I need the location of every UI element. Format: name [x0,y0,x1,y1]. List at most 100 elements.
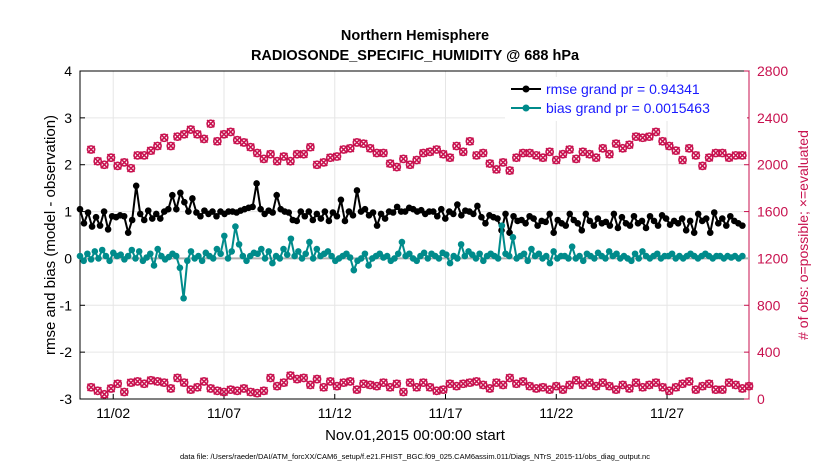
obs-possible-point [399,387,408,397]
rmse-point [249,203,256,211]
bias-point [254,250,261,258]
bias-point [298,255,306,262]
obs-possible-point [498,157,508,167]
obs-possible-point [598,143,608,153]
y-right-tick-label: 1200 [757,250,788,266]
bias-point [239,252,247,260]
rmse-point [606,222,614,229]
obs-evaluated-point [279,152,288,161]
rmse-point [706,229,714,236]
obs-evaluated-point [658,383,667,392]
rmse-point [124,229,132,236]
bias-point [87,256,95,263]
obs-possible-point [345,377,355,386]
obs-evaluated-point [678,379,687,388]
rmse-point [482,219,489,227]
bias-point [568,243,576,251]
rmse-point [92,213,100,221]
obs-possible-point [418,378,428,387]
bias-point [424,255,432,262]
bias-point [80,257,88,265]
obs-evaluated-point [213,137,222,146]
bias-point [102,252,110,260]
bias-point [653,250,661,258]
obs-evaluated-point [106,384,116,393]
obs-evaluated-point [206,384,215,393]
bias-point [95,255,102,262]
bias-point [635,255,643,262]
rmse-point [574,219,582,227]
chart-subtitle: RADIOSONDE_SPECIFIC_HUMIDITY @ 688 hPa [251,48,580,64]
obs-evaluated-point [199,134,209,144]
obs-evaluated-point [532,151,541,160]
obs-evaluated-point [618,144,627,153]
obs-evaluated-point [538,153,548,162]
rmse-point [454,201,461,208]
rmse-point [646,212,654,220]
obs-possible-point [684,143,694,153]
x-tick-label: 11/02 [96,405,130,421]
obs-possible-point [698,161,707,171]
obs-possible-point [113,379,123,389]
obs-possible-point [571,154,581,164]
obs-possible-point [166,141,176,151]
rmse-point [722,222,730,229]
rmse-point [618,213,626,221]
obs-evaluated-point [711,148,720,158]
rmse-point [337,196,345,204]
obs-possible-point [159,133,169,143]
bias-point [446,259,454,267]
obs-evaluated-point [425,147,435,156]
bias-point [520,250,528,258]
bias-point [605,248,613,255]
rmse-point [353,187,361,194]
rmse-point [441,215,449,222]
obs-evaluated-point [472,151,481,160]
bias-point [476,250,483,258]
obs-evaluated-point [346,144,355,153]
obs-evaluated-point [126,378,136,387]
bias-point [528,245,535,253]
obs-evaluated-point [233,135,242,145]
obs-possible-point [565,380,574,390]
bias-point [328,252,335,260]
obs-evaluated-point [153,141,162,151]
obs-evaluated-point [233,386,242,395]
obs-evaluated-point [179,378,189,387]
obs-evaluated-point [359,139,368,148]
obs-evaluated-point [651,378,661,387]
obs-possible-point [212,136,222,146]
obs-possible-point [106,384,116,393]
obs-evaluated-point [492,165,501,174]
obs-possible-point [179,378,189,387]
obs-evaluated-point [618,380,627,390]
series-possible [86,119,747,175]
rmse-point [674,219,682,227]
bias-point [172,252,180,260]
legend-rmse-label: rmse grand pr = 0.94341 [546,81,700,97]
obs-evaluated-point [332,381,342,391]
obs-possible-point [545,147,555,157]
rmse-point [181,198,188,206]
obs-possible-point [505,373,515,383]
obs-possible-point [611,139,621,149]
obs-possible-point [246,142,255,152]
obs-evaluated-point [479,148,488,158]
obs-evaluated-point [160,378,169,387]
rmse-point [546,210,553,218]
obs-evaluated-point [459,147,468,156]
series-evaluated-low- [86,371,754,399]
rmse-point [309,216,317,224]
obs-possible-point [86,145,96,154]
bias-point [435,255,443,262]
obs-evaluated-point [286,371,295,380]
obs-possible-point [206,119,216,129]
obs-possible-point [119,387,129,397]
rmse-point [333,212,341,220]
rmse-point [437,205,445,213]
obs-evaluated-point [126,164,136,173]
obs-possible-point [664,141,674,151]
obs-evaluated-point [272,381,282,391]
obs-evaluated-point [173,132,182,141]
rmse-point [76,205,84,213]
